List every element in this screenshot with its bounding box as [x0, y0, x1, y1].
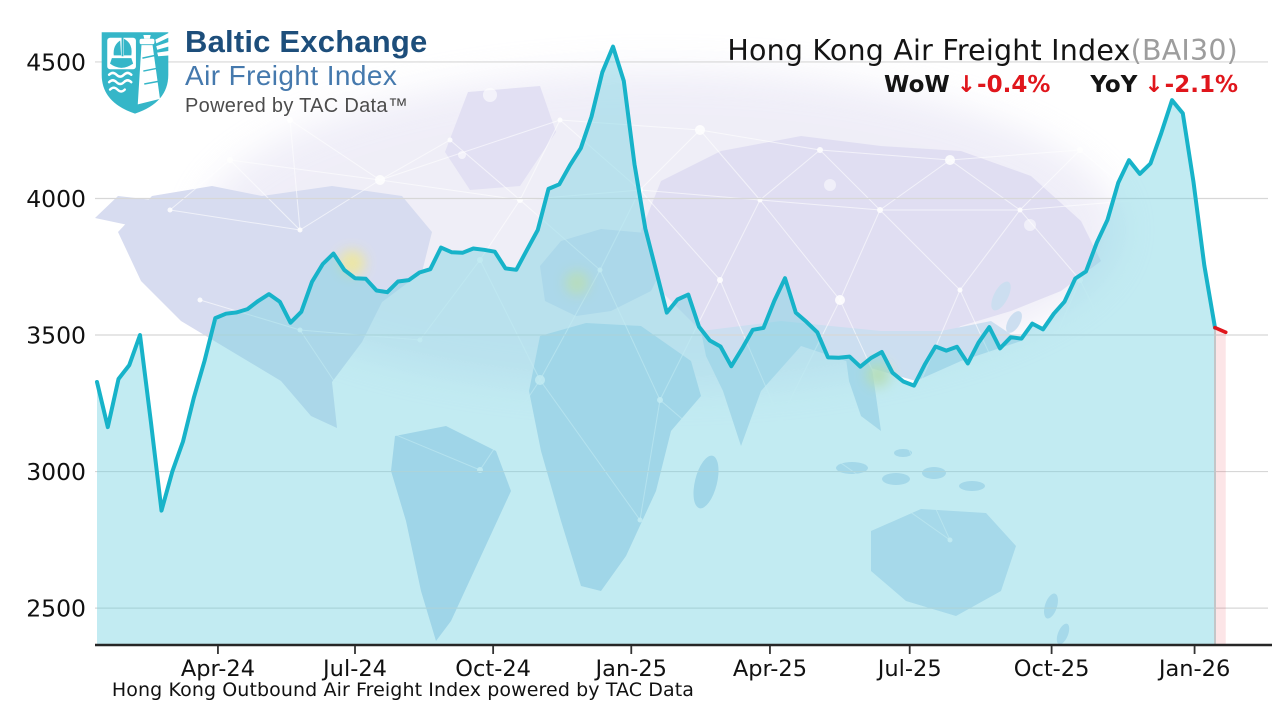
- x-axis-label: Oct-24: [455, 656, 531, 682]
- x-axis-label: Apr-25: [733, 656, 807, 682]
- y-axis-label: 4000: [26, 185, 86, 213]
- x-axis-label: Apr-24: [181, 656, 255, 682]
- index-line: [95, 44, 1217, 513]
- latest-week-band: [1215, 327, 1226, 644]
- x-axis-label: Jan-26: [1157, 656, 1230, 682]
- logo-powered-by: Powered by TAC Data™: [185, 95, 409, 118]
- network-nodes: [167, 88, 1203, 543]
- logo-product-name: Air Freight Index: [185, 60, 398, 92]
- footer: Hong Kong Outbound Air Freight Index pow…: [0, 679, 1280, 701]
- baltic-exchange-logo: Baltic Exchange Air Freight Index Powere…: [98, 24, 428, 118]
- continents: [95, 86, 1101, 645]
- chart-title-row: Hong Kong Air Freight Index(BAI30): [727, 34, 1238, 67]
- latest-week-segment: [1213, 325, 1228, 335]
- x-axis-label: Jul-25: [876, 656, 942, 682]
- yoy-value: -2.1%: [1164, 72, 1238, 98]
- x-axis-label: Oct-25: [1014, 656, 1090, 682]
- chart-title: Hong Kong Air Freight Index: [727, 34, 1131, 67]
- yoy-label: YoY: [1090, 72, 1138, 98]
- y-axis-label: 2500: [26, 595, 86, 623]
- hub-glow-dots: [339, 250, 890, 387]
- index-area-fill: [97, 46, 1215, 645]
- title-block: Hong Kong Air Freight Index(BAI30) WoW ↓-…: [727, 34, 1238, 98]
- y-axis-label: 4500: [26, 48, 86, 76]
- y-axis-label: 3500: [26, 322, 86, 350]
- baltic-exchange-shield-icon: [101, 32, 171, 114]
- chart-title-suffix: (BAI30): [1130, 34, 1238, 67]
- wow-label: WoW: [884, 72, 950, 98]
- stats-row: WoW ↓-0.4% YoY ↓-2.1%: [727, 72, 1238, 98]
- x-axis-label: Jan-25: [594, 656, 667, 682]
- wow-value: -0.4%: [977, 72, 1051, 98]
- y-axis-label: 3000: [26, 458, 86, 486]
- logo-brand-name: Baltic Exchange: [185, 24, 428, 59]
- footer-caption: Hong Kong Outbound Air Freight Index pow…: [111, 679, 695, 701]
- yoy-down-arrow-icon: ↓: [1144, 72, 1164, 98]
- x-axis-label: Jul-24: [321, 656, 387, 682]
- wow-down-arrow-icon: ↓: [956, 72, 977, 98]
